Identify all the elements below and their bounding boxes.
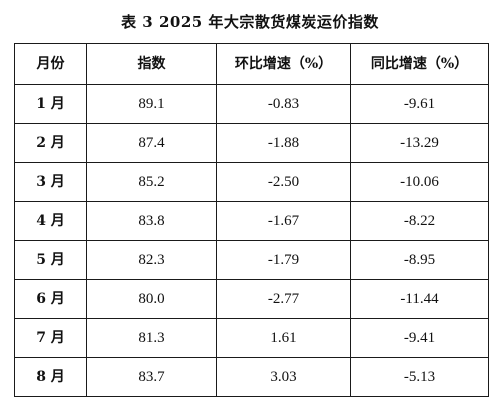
table-row: 3 月 85.2 -2.50 -10.06 bbox=[14, 162, 489, 202]
table-row: 4 月 83.8 -1.67 -8.22 bbox=[14, 201, 489, 241]
coal-freight-index-table: 月份 指数 环比增速（%） 同比增速（%） 1 月 89.1 -0.83 -9.… bbox=[14, 43, 489, 397]
cell-mom: -1.67 bbox=[216, 201, 351, 241]
header-yoy-growth: 同比增速（%） bbox=[350, 43, 489, 85]
header-mom-growth: 环比增速（%） bbox=[216, 43, 351, 85]
table-row: 8 月 83.7 3.03 -5.13 bbox=[14, 357, 489, 397]
cell-month: 1 月 bbox=[14, 84, 87, 124]
cell-mom: -0.83 bbox=[216, 84, 351, 124]
cell-yoy: -13.29 bbox=[350, 123, 489, 163]
cell-yoy: -9.61 bbox=[350, 84, 489, 124]
cell-month: 6 月 bbox=[14, 279, 87, 319]
cell-index: 80.0 bbox=[86, 279, 217, 319]
cell-index: 85.2 bbox=[86, 162, 217, 202]
header-index: 指数 bbox=[86, 43, 217, 85]
cell-index: 83.8 bbox=[86, 201, 217, 241]
cell-mom: -1.79 bbox=[216, 240, 351, 280]
table-row: 6 月 80.0 -2.77 -11.44 bbox=[14, 279, 489, 319]
table-row: 7 月 81.3 1.61 -9.41 bbox=[14, 318, 489, 358]
cell-index: 89.1 bbox=[86, 84, 217, 124]
cell-yoy: -10.06 bbox=[350, 162, 489, 202]
table-header-row: 月份 指数 环比增速（%） 同比增速（%） bbox=[14, 43, 489, 85]
cell-month: 2 月 bbox=[14, 123, 87, 163]
cell-yoy: -9.41 bbox=[350, 318, 489, 358]
cell-month: 7 月 bbox=[14, 318, 87, 358]
cell-month: 4 月 bbox=[14, 201, 87, 241]
cell-month: 5 月 bbox=[14, 240, 87, 280]
cell-index: 82.3 bbox=[86, 240, 217, 280]
table-row: 5 月 82.3 -1.79 -8.95 bbox=[14, 240, 489, 280]
cell-yoy: -5.13 bbox=[350, 357, 489, 397]
cell-yoy: -11.44 bbox=[350, 279, 489, 319]
cell-month: 8 月 bbox=[14, 357, 87, 397]
cell-index: 87.4 bbox=[86, 123, 217, 163]
cell-mom: 1.61 bbox=[216, 318, 351, 358]
cell-mom: -2.50 bbox=[216, 162, 351, 202]
table-row: 2 月 87.4 -1.88 -13.29 bbox=[14, 123, 489, 163]
cell-mom: -1.88 bbox=[216, 123, 351, 163]
table-title: 表 3 2025 年大宗散货煤炭运价指数 bbox=[121, 13, 379, 31]
cell-yoy: -8.95 bbox=[350, 240, 489, 280]
cell-mom: 3.03 bbox=[216, 357, 351, 397]
table-row: 1 月 89.1 -0.83 -9.61 bbox=[14, 84, 489, 124]
header-month: 月份 bbox=[14, 43, 87, 85]
cell-index: 81.3 bbox=[86, 318, 217, 358]
cell-index: 83.7 bbox=[86, 357, 217, 397]
cell-mom: -2.77 bbox=[216, 279, 351, 319]
cell-yoy: -8.22 bbox=[350, 201, 489, 241]
cell-month: 3 月 bbox=[14, 162, 87, 202]
